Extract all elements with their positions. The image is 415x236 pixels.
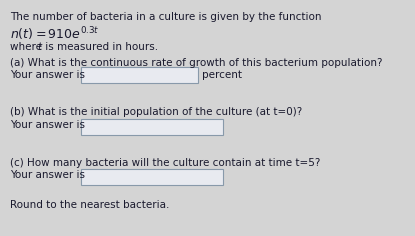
Text: Your answer is: Your answer is xyxy=(10,120,85,130)
Text: where: where xyxy=(10,42,45,52)
Text: t: t xyxy=(37,42,41,52)
FancyBboxPatch shape xyxy=(81,67,198,83)
Text: (b) What is the initial population of the culture (at t=0)?: (b) What is the initial population of th… xyxy=(10,107,302,117)
Text: Your answer is: Your answer is xyxy=(10,170,85,180)
Text: Your answer is: Your answer is xyxy=(10,70,85,80)
Text: (a) What is the continuous rate of growth of this bacterium population?: (a) What is the continuous rate of growt… xyxy=(10,58,383,68)
Text: $n(t) = 910e^{0.3t}$: $n(t) = 910e^{0.3t}$ xyxy=(10,25,100,43)
FancyBboxPatch shape xyxy=(81,119,223,135)
Text: (c) How many bacteria will the culture contain at time t=5?: (c) How many bacteria will the culture c… xyxy=(10,158,320,168)
Text: percent: percent xyxy=(202,70,242,80)
FancyBboxPatch shape xyxy=(81,169,223,185)
Text: Round to the nearest bacteria.: Round to the nearest bacteria. xyxy=(10,200,169,210)
Text: The number of bacteria in a culture is given by the function: The number of bacteria in a culture is g… xyxy=(10,12,322,22)
Text: is measured in hours.: is measured in hours. xyxy=(42,42,158,52)
